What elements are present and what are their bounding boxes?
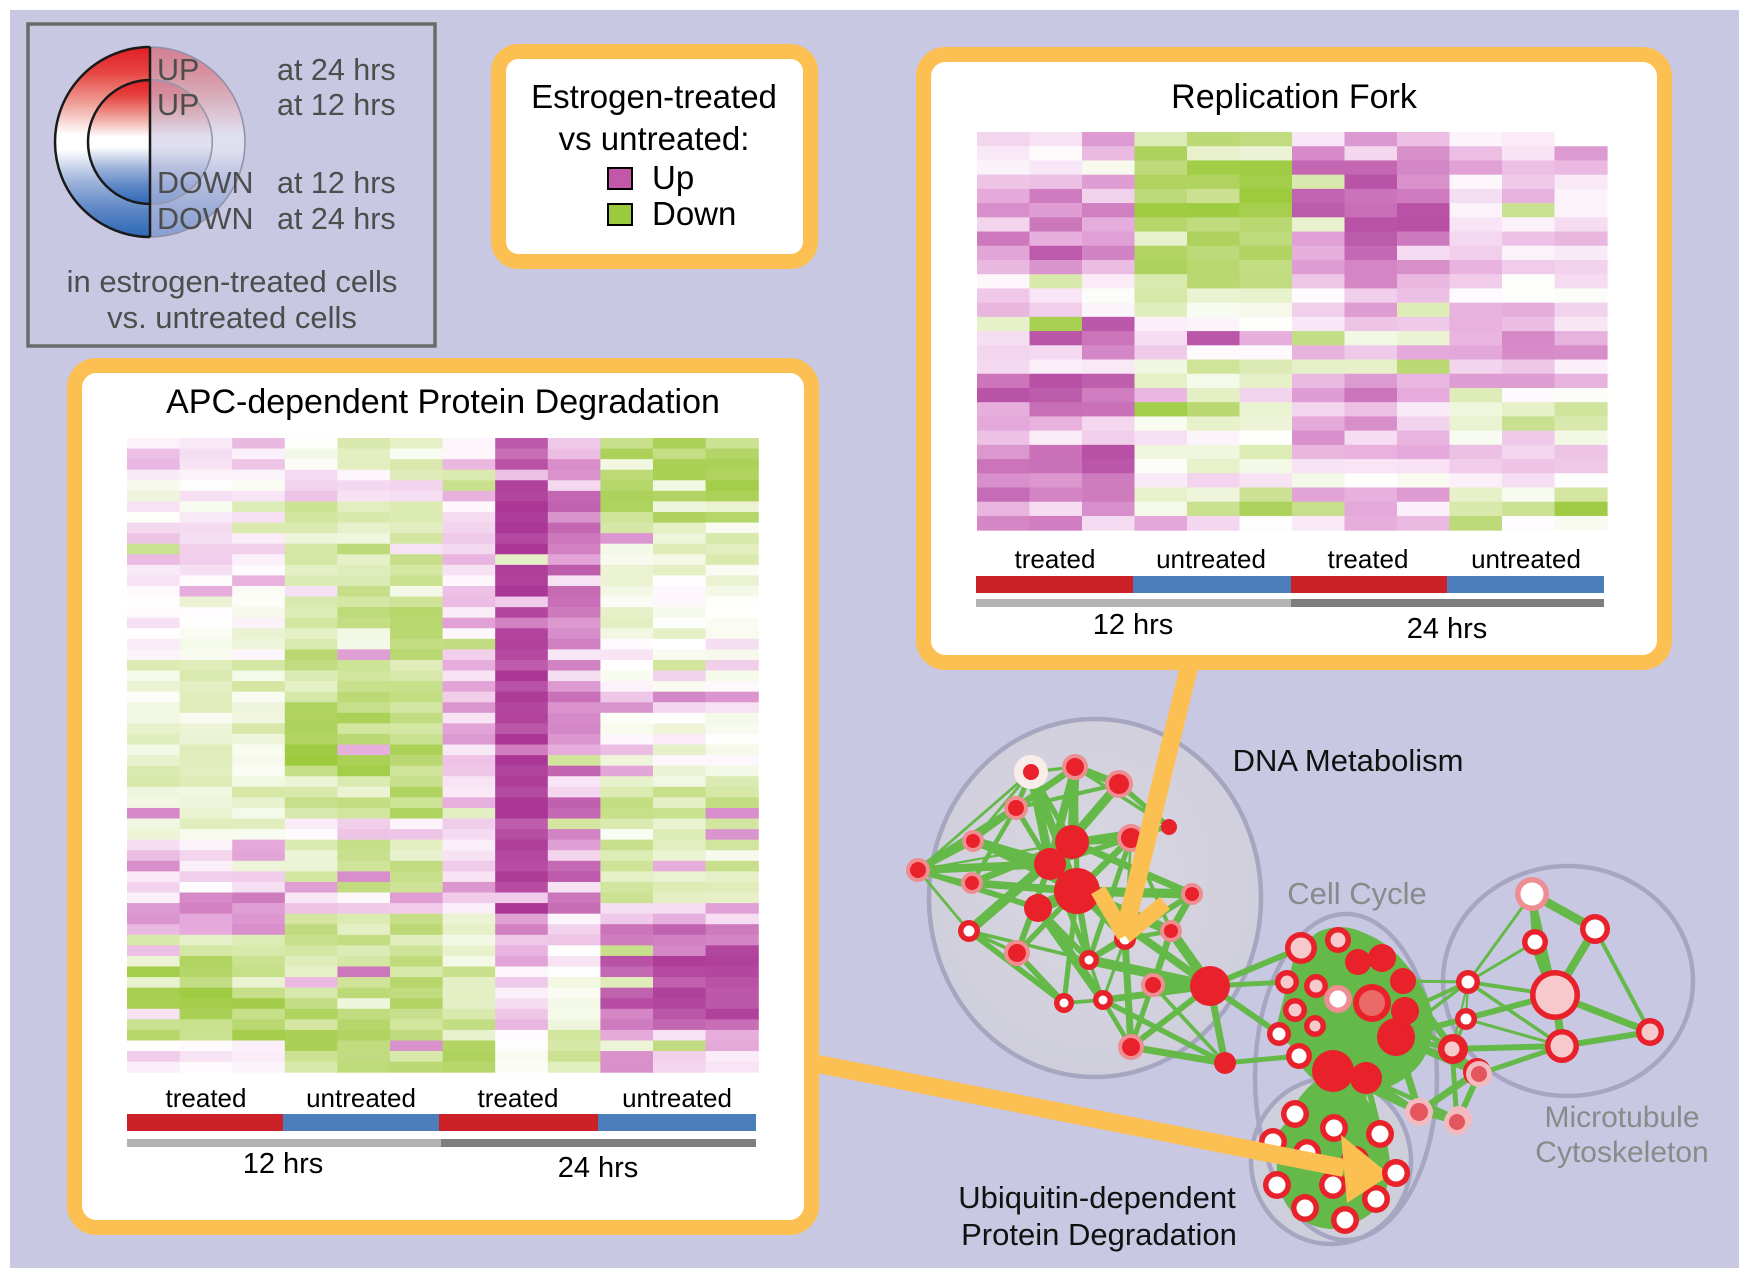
svg-text:Up: Up [652,159,694,196]
svg-text:at 12 hrs: at 12 hrs [277,88,396,122]
svg-text:Protein Degradation: Protein Degradation [961,1217,1237,1252]
svg-text:untreated: untreated [1471,544,1581,574]
svg-text:APC-dependent Protein Degradat: APC-dependent Protein Degradation [166,383,720,421]
svg-text:at 12 hrs: at 12 hrs [277,166,396,200]
svg-text:untreated: untreated [622,1083,732,1113]
svg-text:DNA Metabolism: DNA Metabolism [1233,743,1464,778]
svg-text:24 hrs: 24 hrs [558,1152,639,1184]
svg-text:12 hrs: 12 hrs [1093,609,1174,641]
svg-text:treated: treated [1328,544,1409,574]
svg-text:treated: treated [166,1083,247,1113]
svg-text:at 24 hrs: at 24 hrs [277,53,396,87]
svg-text:in estrogen-treated cells: in estrogen-treated cells [67,264,398,299]
svg-text:Cytoskeleton: Cytoskeleton [1535,1136,1708,1169]
svg-text:Replication Fork: Replication Fork [1171,78,1418,116]
svg-text:at 24 hrs: at 24 hrs [277,202,396,236]
svg-text:vs untreated:: vs untreated: [559,120,750,157]
svg-text:Microtubule: Microtubule [1544,1101,1699,1134]
svg-text:Ubiquitin-dependent: Ubiquitin-dependent [958,1180,1236,1215]
svg-text:Cell Cycle: Cell Cycle [1287,876,1427,911]
svg-text:UP: UP [157,88,199,122]
svg-text:untreated: untreated [306,1083,416,1113]
svg-text:DOWN: DOWN [157,166,254,200]
svg-text:Down: Down [652,195,736,232]
svg-text:UP: UP [157,53,199,87]
svg-text:24 hrs: 24 hrs [1407,613,1488,645]
svg-text:treated: treated [478,1083,559,1113]
svg-text:vs. untreated cells: vs. untreated cells [107,300,357,335]
svg-text:untreated: untreated [1156,544,1266,574]
svg-text:12 hrs: 12 hrs [243,1148,324,1180]
svg-text:Estrogen-treated: Estrogen-treated [531,78,777,115]
svg-text:DOWN: DOWN [157,202,254,236]
svg-text:treated: treated [1015,544,1096,574]
